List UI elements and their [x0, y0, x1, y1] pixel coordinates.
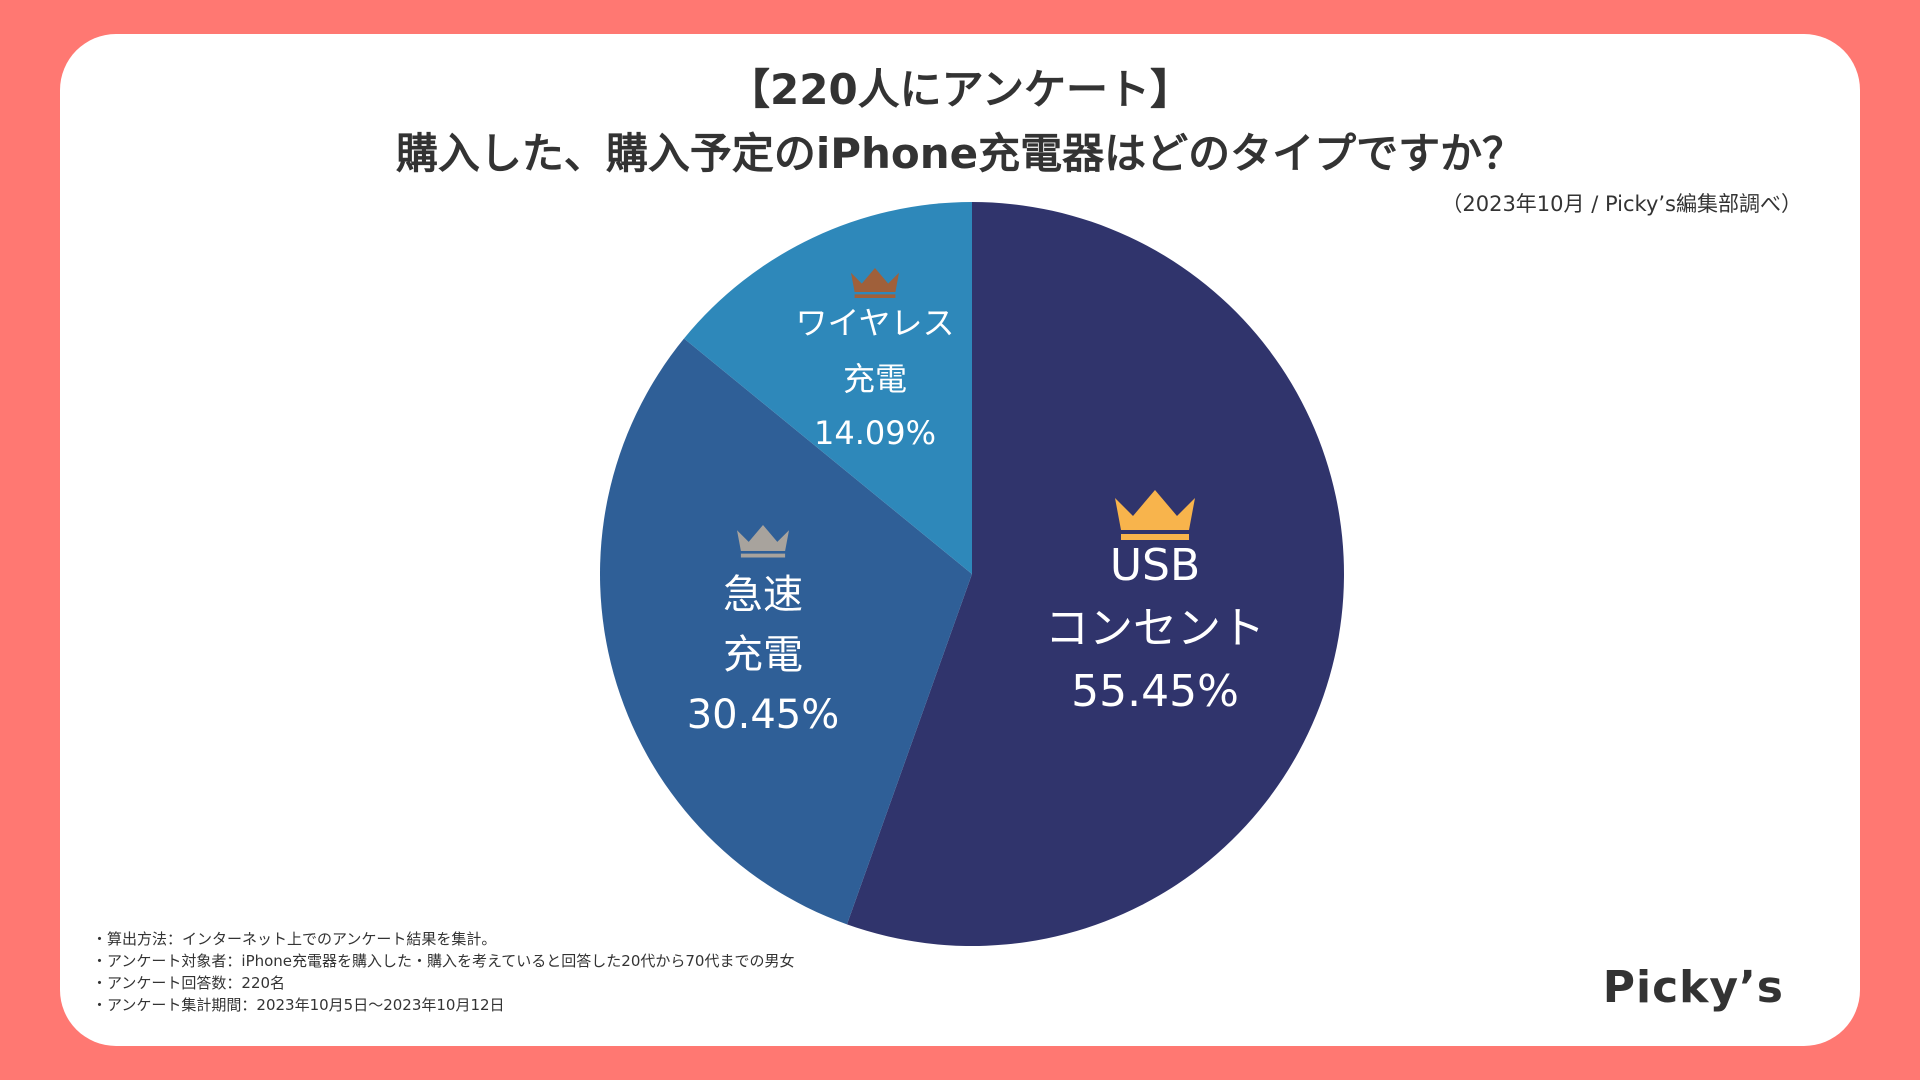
- footnote-responses: ・アンケート回答数：220名: [92, 974, 286, 992]
- crown-icon-rank-3: [851, 268, 899, 298]
- crown-icon-rank-2: [737, 525, 789, 558]
- pie-slice-rank-1: [846, 202, 1344, 947]
- footnote-method: ・算出方法：インターネット上でのアンケート結果を集計。: [92, 930, 497, 948]
- slice-label-rank-2-line2: 充電: [723, 632, 803, 678]
- source-note: （2023年10月 / Picky’s編集部調べ）: [1441, 192, 1802, 216]
- footnotes: ・算出方法：インターネット上でのアンケート結果を集計。 ・アンケート対象者：iP…: [92, 928, 794, 1016]
- slice-label-rank-1-line1: USB: [1110, 540, 1200, 591]
- chart-title-line2: 購入した、購入予定のiPhone充電器はどのタイプですか？: [395, 129, 1525, 178]
- pie-slice-rank-2: [599, 338, 972, 925]
- slice-value-rank-1: 55.45%: [1071, 666, 1239, 717]
- slice-label-rank-3-line1: ワイヤレス: [795, 304, 954, 342]
- chart-title-line1: 【220人にアンケート】: [728, 65, 1192, 114]
- footnote-period: ・アンケート集計期間：2023年10月5日〜2023年10月12日: [92, 996, 505, 1014]
- crown-icon-rank-1: [1115, 490, 1195, 540]
- slice-label-rank-2-line1: 急速: [723, 572, 803, 618]
- pickys-logo: Picky’s: [1602, 962, 1784, 1013]
- pie-slice-rank-3: [684, 202, 972, 574]
- slice-value-rank-2: 30.45%: [687, 692, 840, 738]
- footnote-target: ・アンケート対象者：iPhone充電器を購入した・購入を考えていると回答した20…: [92, 952, 795, 970]
- slice-label-rank-3-line2: 充電: [843, 360, 907, 398]
- slice-label-rank-1-line2: コンセント: [1045, 603, 1265, 654]
- slice-value-rank-3: 14.09%: [814, 414, 936, 452]
